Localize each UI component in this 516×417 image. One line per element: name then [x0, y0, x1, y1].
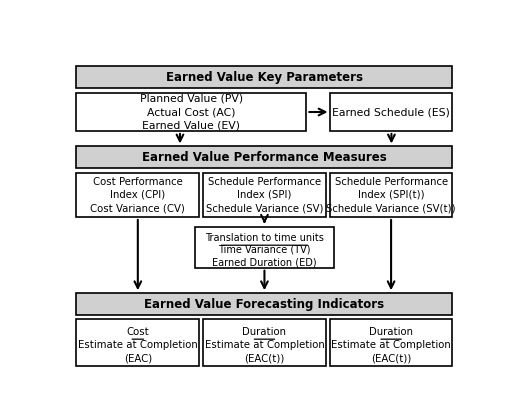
Text: Earned Schedule (ES): Earned Schedule (ES): [332, 107, 450, 117]
FancyBboxPatch shape: [330, 173, 453, 217]
Text: Time Variance (TV)
Earned Duration (ED): Time Variance (TV) Earned Duration (ED): [212, 245, 317, 268]
FancyBboxPatch shape: [76, 146, 453, 168]
FancyBboxPatch shape: [76, 293, 453, 315]
Text: Translation to time units: Translation to time units: [205, 233, 324, 243]
FancyBboxPatch shape: [76, 173, 199, 217]
Text: Earned Value Key Parameters: Earned Value Key Parameters: [166, 70, 363, 83]
Text: Earned Value Performance Measures: Earned Value Performance Measures: [142, 151, 387, 164]
Text: Cost Performance
Index (CPI)
Cost Variance (CV): Cost Performance Index (CPI) Cost Varian…: [90, 177, 185, 213]
FancyBboxPatch shape: [76, 66, 453, 88]
Text: Earned Value Forecasting Indicators: Earned Value Forecasting Indicators: [144, 297, 384, 311]
FancyBboxPatch shape: [76, 93, 307, 131]
Text: Planned Value (PV)
Actual Cost (AC)
Earned Value (EV): Planned Value (PV) Actual Cost (AC) Earn…: [140, 94, 243, 130]
Text: Schedule Performance
Index (SPI)
Schedule Variance (SV): Schedule Performance Index (SPI) Schedul…: [206, 177, 323, 213]
FancyBboxPatch shape: [76, 319, 199, 366]
Text: Duration: Duration: [243, 327, 286, 337]
FancyBboxPatch shape: [330, 93, 453, 131]
Text: Estimate at Completion
(EAC(t)): Estimate at Completion (EAC(t)): [204, 340, 325, 364]
Text: Duration: Duration: [369, 327, 413, 337]
FancyBboxPatch shape: [203, 173, 326, 217]
FancyBboxPatch shape: [195, 227, 334, 268]
FancyBboxPatch shape: [203, 319, 326, 366]
Text: Schedule Performance
Index (SPI(t))
Schedule Variance (SV(t)): Schedule Performance Index (SPI(t)) Sche…: [326, 177, 456, 213]
FancyBboxPatch shape: [330, 319, 453, 366]
Text: Cost: Cost: [126, 327, 149, 337]
Text: Estimate at Completion
(EAC): Estimate at Completion (EAC): [78, 340, 198, 364]
Text: Estimate at Completion
(EAC(t)): Estimate at Completion (EAC(t)): [331, 340, 451, 364]
